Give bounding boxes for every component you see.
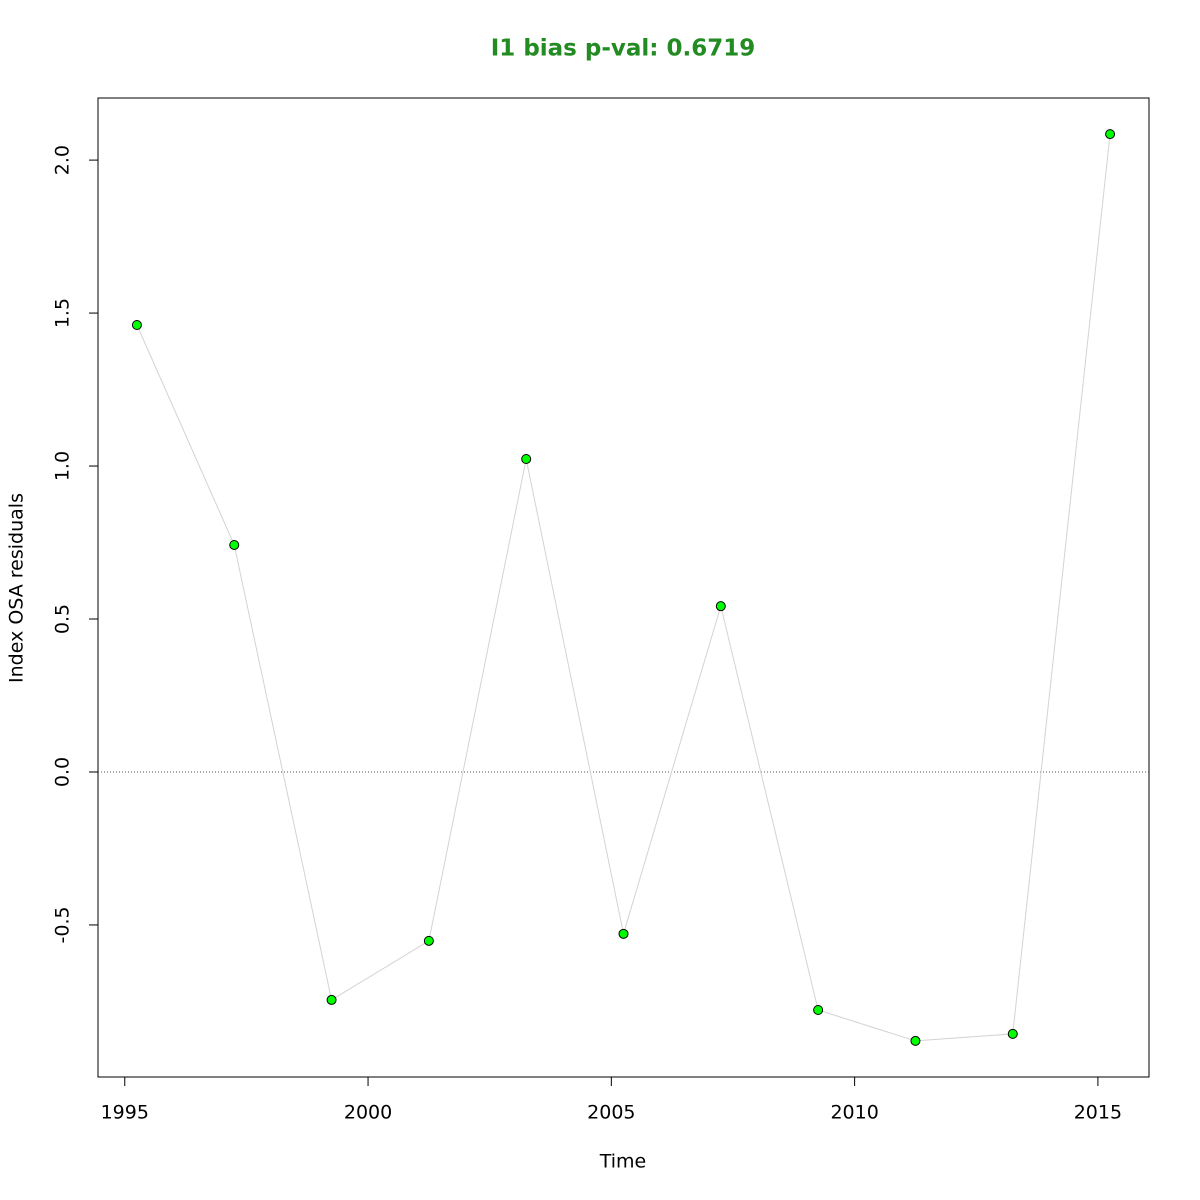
data-point bbox=[423, 935, 434, 946]
data-point bbox=[521, 454, 532, 465]
data-point bbox=[1105, 129, 1116, 140]
y-axis-label: Index OSA residuals bbox=[6, 493, 28, 683]
x-tick-label: 2005 bbox=[587, 1102, 635, 1124]
y-tick-label: 2.0 bbox=[52, 145, 74, 175]
data-point bbox=[326, 994, 337, 1005]
x-axis-label: Time bbox=[599, 1151, 647, 1173]
x-tick-label: 2015 bbox=[1074, 1102, 1122, 1124]
y-tick-label: 1.5 bbox=[52, 298, 74, 328]
data-point bbox=[229, 539, 240, 550]
x-tick-label: 2010 bbox=[830, 1102, 878, 1124]
data-point bbox=[910, 1035, 921, 1046]
plot-frame bbox=[97, 97, 1150, 1078]
y-tick-label: -0.5 bbox=[52, 906, 74, 943]
y-tick-label: 0.5 bbox=[52, 604, 74, 634]
data-point bbox=[715, 601, 726, 612]
data-point bbox=[618, 928, 629, 939]
data-point bbox=[1007, 1028, 1018, 1039]
y-tick-label: 0.0 bbox=[52, 757, 74, 787]
y-tick-label: 1.0 bbox=[52, 451, 74, 481]
x-tick-label: 1995 bbox=[101, 1102, 149, 1124]
data-point bbox=[813, 1004, 824, 1015]
x-tick-label: 2000 bbox=[344, 1102, 392, 1124]
chart-title: I1 bias p-val: 0.6719 bbox=[491, 36, 756, 62]
series-line bbox=[136, 134, 1111, 1042]
data-point bbox=[131, 320, 142, 331]
